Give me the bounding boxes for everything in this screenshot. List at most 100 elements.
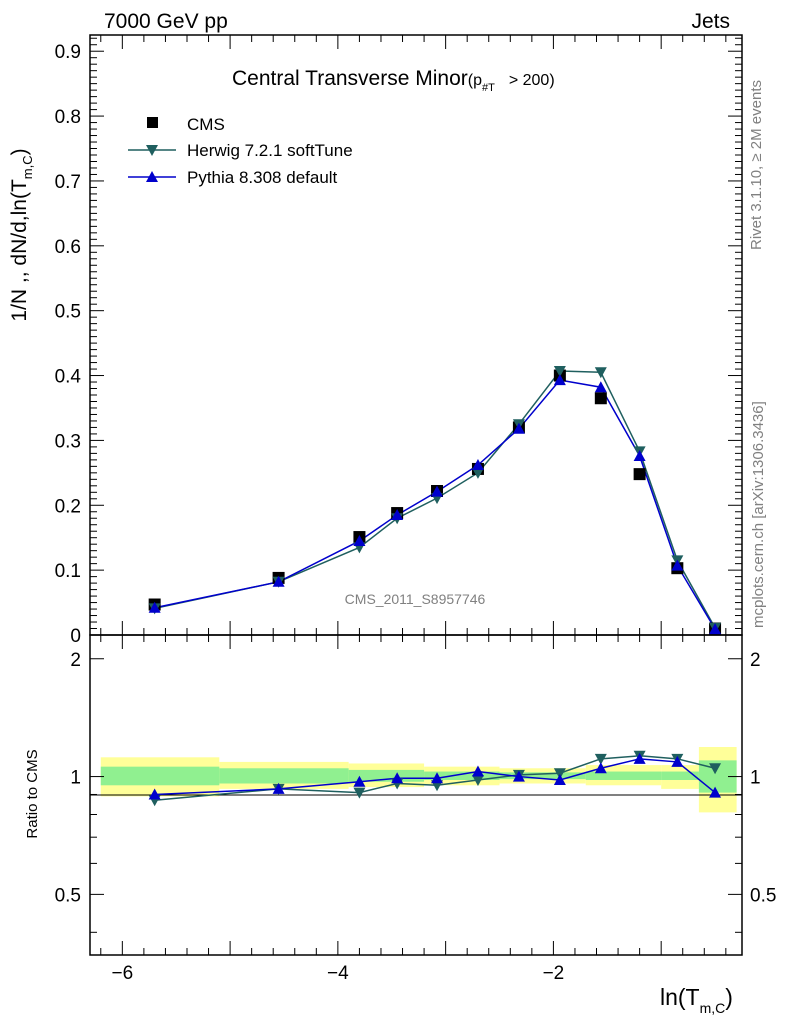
header-left: 7000 GeV pp <box>104 10 228 33</box>
axis-ticks <box>90 35 742 955</box>
ratio-point-herwig <box>709 763 722 775</box>
ratio-y-tick-label: 0.5 <box>55 885 81 906</box>
band-inner-4 <box>499 772 586 780</box>
main-point-herwig <box>553 366 566 377</box>
ratio-series-lines <box>154 755 716 801</box>
ratio-point-pythia <box>272 782 285 794</box>
main-point-cms <box>594 392 607 405</box>
band-inner-5 <box>585 771 662 780</box>
main-y-tick-labels: 0 0.1 0.2 0.3 0.4 0.5 0.6 0.7 0.8 0.9 <box>55 42 82 647</box>
main-y-label-sub: m,C <box>20 155 35 179</box>
ratio-point-pythia <box>353 775 366 787</box>
x-label-text: ln(T <box>660 984 700 1010</box>
main-y-tick-label: 0.9 <box>55 42 81 63</box>
main-line-herwig <box>154 370 716 629</box>
main-point-pythia <box>431 485 444 497</box>
ratio-point-herwig <box>553 768 566 780</box>
band-inner-6 <box>661 771 699 780</box>
ratio-y-axis-label: Ratio to CMS <box>24 749 41 838</box>
ratio-point-pythia <box>633 752 646 764</box>
rivet-version-label: Rivet 3.1.10, ≥ 2M events <box>748 80 765 250</box>
band-inner-2 <box>348 769 425 782</box>
main-point-herwig <box>471 467 484 479</box>
main-y-tick-label: 0.6 <box>55 237 81 258</box>
main-y-tick-label: 0.8 <box>55 107 81 128</box>
chart-title-main: Central Transverse Minor <box>232 67 468 90</box>
main-y-label-tail: ) <box>8 148 31 155</box>
ratio-y-tick-label-right: 1 <box>750 768 761 789</box>
main-point-pythia <box>671 559 684 571</box>
main-point-pythia <box>272 575 285 587</box>
main-series-lines <box>154 370 716 630</box>
x-tick-label: −2 <box>543 963 565 984</box>
main-y-tick-label: 0 <box>70 626 81 647</box>
main-y-axis-label: 1/N ,, dN/d,ln(Tm,C) <box>8 148 35 321</box>
band-inner-3 <box>424 771 500 780</box>
main-point-pythia <box>471 459 484 471</box>
main-y-tick-label: 0.5 <box>55 302 81 323</box>
x-label-tail: ) <box>725 984 733 1010</box>
main-point-pythia <box>391 509 404 520</box>
ratio-series-markers <box>148 750 722 807</box>
ratio-y-tick-label: 1 <box>70 768 81 789</box>
header-right: Jets <box>691 10 730 33</box>
ratio-y-tick-label: 2 <box>70 650 81 671</box>
chart-title-tail: > 200) <box>509 72 555 89</box>
mcplots-label: mcplots.cern.ch [arXiv:1306.3436] <box>750 401 767 628</box>
main-point-pythia <box>553 374 566 386</box>
main-point-pythia <box>353 534 366 546</box>
legend-marker-herwig <box>146 145 158 156</box>
main-series-markers <box>148 366 722 635</box>
main-point-cms <box>633 468 646 481</box>
ratio-point-pythia <box>431 772 444 784</box>
ratio-y-tick-label-right: 2 <box>750 650 761 671</box>
x-label-sub: m,C <box>700 1000 726 1016</box>
main-point-herwig <box>594 367 607 379</box>
ratio-point-pythia <box>391 772 404 784</box>
main-y-tick-label: 0.1 <box>55 561 81 582</box>
main-y-tick-label: 0.7 <box>55 172 81 193</box>
legend: CMS Herwig 7.2.1 softTune Pythia 8.308 d… <box>128 115 353 187</box>
chart-title-suffix: (p <box>468 72 482 89</box>
main-y-tick-label: 0.3 <box>55 431 81 452</box>
band-inner-0 <box>100 766 220 786</box>
band-inner-1 <box>219 768 349 784</box>
ratio-inner-band <box>100 760 737 793</box>
chart-title: Central Transverse Minor(p#T > 200) <box>232 67 555 94</box>
legend-label-herwig: Herwig 7.2.1 softTune <box>187 141 353 160</box>
legend-label-cms: CMS <box>187 115 225 134</box>
x-tick-label: −4 <box>327 963 349 984</box>
main-point-pythia <box>633 449 646 461</box>
main-y-tick-label: 0.4 <box>55 367 82 388</box>
main-y-tick-label: 0.2 <box>55 496 81 517</box>
main-point-pythia <box>512 422 525 434</box>
ratio-point-pythia <box>471 765 484 777</box>
ratio-point-pythia <box>148 788 161 800</box>
legend-marker-cms <box>147 117 158 128</box>
ratio-point-pythia <box>671 755 684 767</box>
x-tick-labels: −6 −4 −2 <box>111 963 564 984</box>
ratio-point-pythia <box>594 762 607 774</box>
main-y-label-text: 1/N ,, dN/d,ln(T <box>8 179 31 322</box>
chart-title-sub: #T <box>482 82 495 94</box>
main-point-pythia <box>594 381 607 393</box>
ratio-point-herwig <box>353 787 366 799</box>
ratio-point-pythia <box>553 773 566 785</box>
x-tick-label: −6 <box>111 963 133 984</box>
analysis-tag: CMS_2011_S8957746 <box>345 591 486 607</box>
x-axis-label: ln(Tm,C) <box>660 984 733 1016</box>
ratio-line-pythia <box>154 758 716 796</box>
ratio-point-herwig <box>471 774 484 786</box>
ratio-y-tick-labels: 0.5 0.5 1 1 2 2 <box>55 650 777 907</box>
legend-label-pythia: Pythia 8.308 default <box>187 168 338 187</box>
legend-marker-pythia <box>146 171 158 182</box>
ratio-point-herwig <box>594 753 607 765</box>
ratio-y-tick-label-right: 0.5 <box>750 885 776 906</box>
main-line-pythia <box>154 379 716 630</box>
ratio-point-pythia <box>709 786 722 798</box>
main-point-pythia <box>148 601 161 613</box>
main-point-pythia <box>709 623 722 635</box>
ratio-line-herwig <box>154 755 716 801</box>
ratio-point-pythia <box>512 770 525 782</box>
